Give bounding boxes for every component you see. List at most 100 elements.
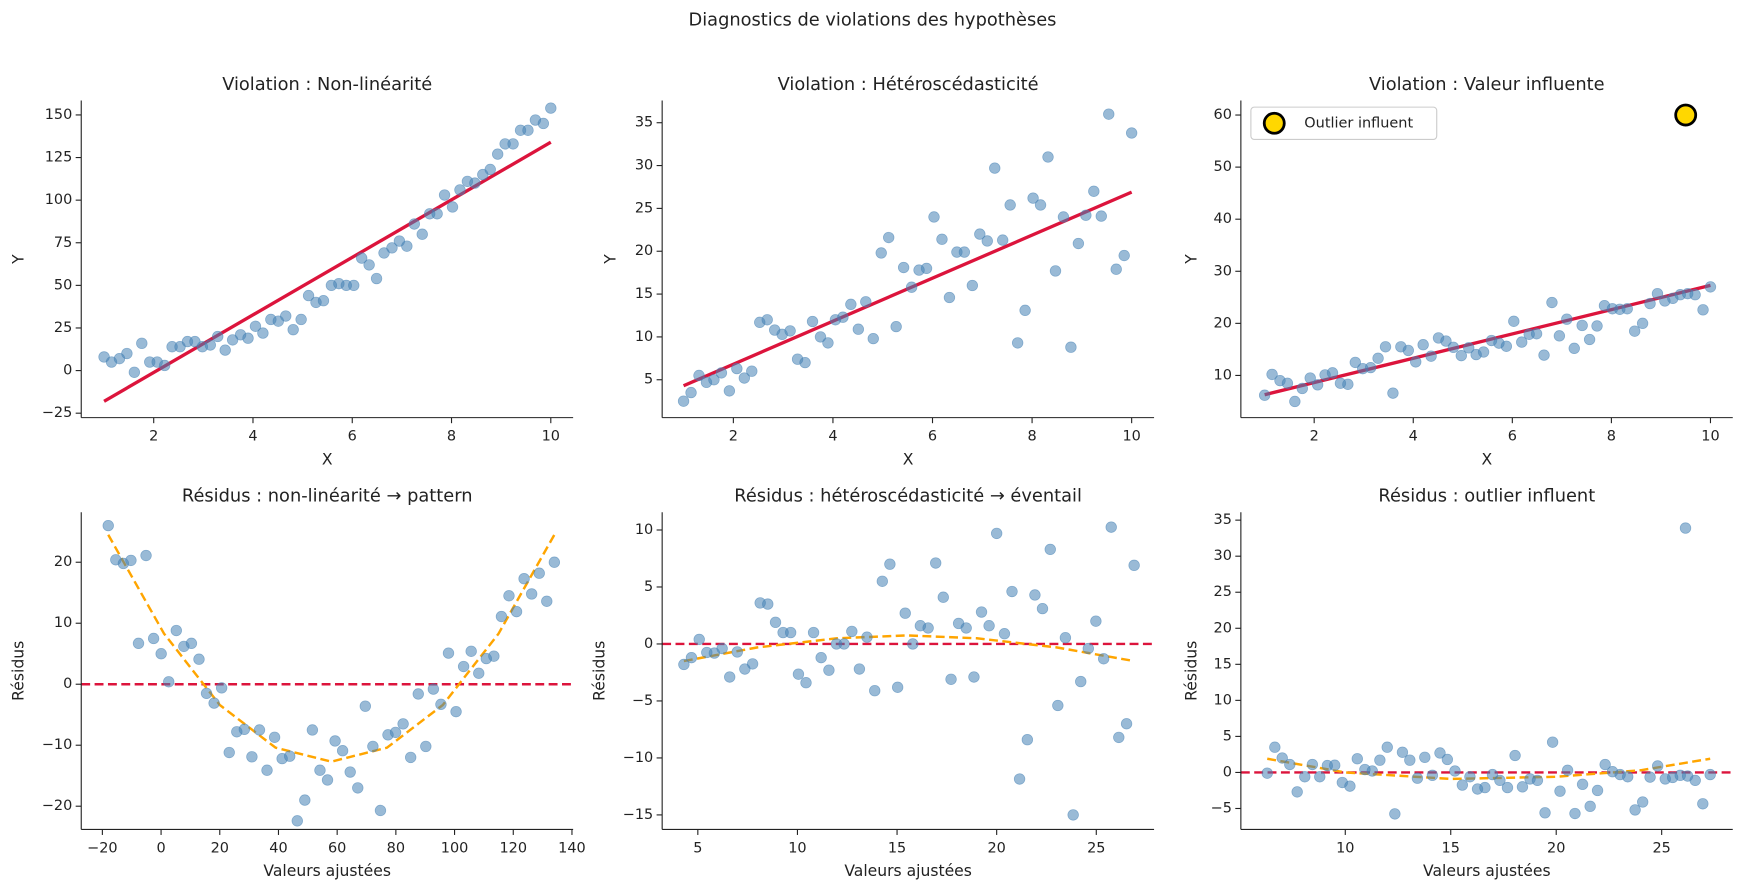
y-tick-label: 30 bbox=[1214, 263, 1232, 279]
point bbox=[401, 240, 413, 252]
x-tick-label: 25 bbox=[1652, 840, 1670, 856]
point bbox=[1576, 319, 1588, 332]
plot-area bbox=[677, 108, 1138, 407]
y-tick-label: 30 bbox=[635, 158, 653, 174]
point bbox=[723, 385, 736, 397]
point bbox=[1704, 281, 1717, 293]
point bbox=[348, 279, 360, 292]
point bbox=[492, 148, 504, 160]
point bbox=[1118, 249, 1130, 262]
point bbox=[386, 242, 398, 254]
point bbox=[1396, 746, 1409, 758]
y-tick-label: 10 bbox=[1214, 692, 1232, 708]
point bbox=[1389, 808, 1401, 820]
point bbox=[344, 766, 356, 778]
point bbox=[356, 252, 368, 264]
point bbox=[1049, 265, 1062, 277]
x-tick-label: 40 bbox=[269, 840, 287, 856]
trend-curve bbox=[107, 534, 556, 763]
y-tick-label: 15 bbox=[1214, 656, 1232, 672]
y-tick-label: 50 bbox=[1214, 159, 1232, 175]
point bbox=[367, 740, 379, 753]
point bbox=[861, 631, 873, 643]
point bbox=[219, 344, 231, 356]
point bbox=[1304, 372, 1316, 384]
point bbox=[867, 332, 879, 345]
point bbox=[291, 815, 303, 827]
y-tick-label: 20 bbox=[1214, 315, 1232, 331]
legend-box bbox=[1250, 106, 1438, 140]
x-tick-label: 20 bbox=[211, 840, 229, 856]
x-tick-label: 20 bbox=[987, 840, 1005, 856]
point bbox=[442, 647, 455, 659]
point bbox=[890, 320, 902, 333]
y-axis-label: Y bbox=[601, 254, 619, 265]
point bbox=[1364, 361, 1377, 374]
y-tick-label: 0 bbox=[63, 676, 72, 692]
point bbox=[1425, 350, 1437, 362]
y-tick-label: 35 bbox=[635, 115, 653, 131]
point bbox=[412, 688, 424, 700]
point bbox=[792, 668, 805, 680]
point bbox=[1568, 342, 1580, 355]
point bbox=[454, 184, 466, 196]
point bbox=[257, 327, 269, 339]
point bbox=[1402, 344, 1414, 357]
x-tick-label: 8 bbox=[447, 429, 456, 445]
point bbox=[1477, 346, 1490, 358]
x-tick-label: 6 bbox=[1508, 429, 1517, 445]
point bbox=[1531, 774, 1544, 787]
y-tick-label: 25 bbox=[1214, 584, 1232, 600]
point bbox=[1629, 804, 1641, 816]
x-tick-label: 25 bbox=[1087, 840, 1105, 856]
point bbox=[1266, 368, 1278, 381]
x-axis-label: X bbox=[322, 450, 333, 468]
point bbox=[1011, 337, 1024, 349]
point bbox=[1561, 764, 1574, 776]
point bbox=[253, 724, 266, 736]
y-tick-label: 10 bbox=[635, 522, 653, 538]
x-tick-label: 2 bbox=[149, 429, 158, 445]
x-axis-label: Valeurs ajustées bbox=[263, 862, 391, 880]
point bbox=[1569, 807, 1581, 820]
point bbox=[784, 325, 796, 337]
point bbox=[905, 281, 918, 293]
point bbox=[761, 314, 773, 326]
point bbox=[1546, 736, 1559, 748]
y-tick-label: 5 bbox=[1223, 728, 1232, 744]
point bbox=[261, 764, 273, 776]
point bbox=[1516, 781, 1529, 793]
point bbox=[1379, 341, 1392, 353]
point bbox=[495, 610, 508, 623]
point bbox=[128, 366, 141, 378]
axes-title: Résidus : hétéroscédasticité → éventail bbox=[734, 486, 1082, 507]
point bbox=[966, 279, 979, 292]
point bbox=[200, 687, 213, 700]
legend: Outlier influent bbox=[1250, 106, 1438, 140]
point bbox=[1088, 185, 1100, 197]
point bbox=[1644, 297, 1656, 310]
point bbox=[370, 272, 383, 285]
point bbox=[1299, 771, 1311, 783]
point bbox=[960, 622, 972, 634]
point bbox=[958, 246, 971, 258]
x-tick-label: 4 bbox=[248, 429, 257, 445]
figure-title: Diagnostics de violations des hypothèses bbox=[689, 9, 1057, 30]
point bbox=[1059, 632, 1072, 644]
point bbox=[1269, 741, 1281, 753]
point bbox=[280, 310, 292, 322]
point bbox=[541, 595, 553, 607]
x-tick-label: 0 bbox=[156, 840, 165, 856]
point bbox=[876, 575, 888, 587]
point bbox=[238, 723, 251, 736]
x-tick-label: 15 bbox=[1442, 840, 1460, 856]
point bbox=[1261, 767, 1273, 779]
point bbox=[1500, 340, 1513, 352]
x-axis-label: Valeurs ajustées bbox=[1423, 862, 1551, 880]
x-tick-label: 2 bbox=[729, 429, 738, 445]
point bbox=[438, 189, 451, 201]
point bbox=[1455, 349, 1467, 362]
point bbox=[1554, 785, 1566, 797]
y-tick-label: 5 bbox=[644, 372, 653, 388]
